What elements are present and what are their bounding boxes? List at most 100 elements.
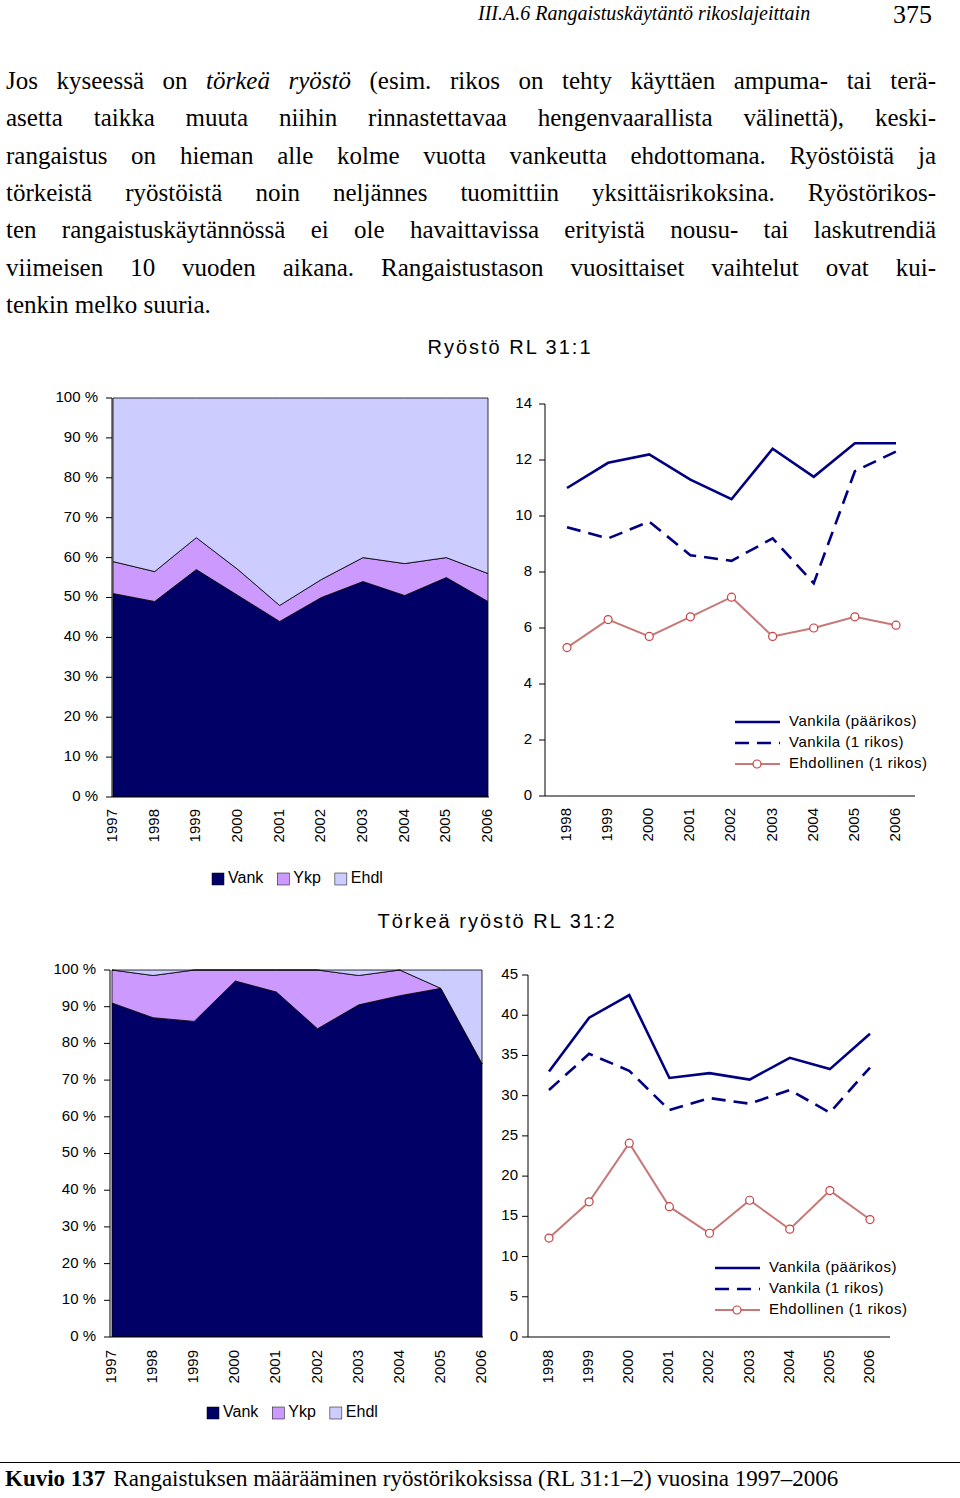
y-tick-label: 20 % [64, 707, 98, 724]
x-tick-label: 1998 [143, 1350, 160, 1383]
area [112, 970, 482, 1064]
x-tick-label: 1997 [103, 809, 120, 842]
marker [563, 644, 571, 652]
y-tick [539, 684, 545, 685]
text-segment: (esim. rikos on tehty käyttäen ampuma- t… [351, 67, 936, 94]
marker [892, 621, 900, 629]
y-tick [539, 404, 545, 405]
x-tick-label: 2000 [225, 1350, 242, 1383]
x-tick-label: 1999 [186, 809, 203, 842]
x-tick-label: 2001 [659, 1350, 676, 1383]
x-tick-label: 2000 [619, 1350, 636, 1383]
marker [545, 1234, 553, 1242]
legend-line [715, 1288, 760, 1291]
legend-label: Ehdollinen (1 rikos) [769, 1300, 907, 1317]
marker [625, 1139, 633, 1147]
x-tick-label: 2002 [699, 1350, 716, 1383]
y-tick [522, 1337, 528, 1338]
y-tick [522, 1216, 528, 1217]
y-tick-label: 30 % [64, 667, 98, 684]
x-axis [528, 1337, 890, 1338]
area [112, 981, 482, 1337]
marker [786, 1225, 794, 1233]
y-tick-label: 10 [501, 1247, 518, 1264]
y-tick-label: 100 % [55, 388, 98, 405]
x-tick-label: 2004 [390, 1350, 407, 1383]
x-tick-label: 2001 [266, 1350, 283, 1383]
y-tick-label: 100 % [53, 960, 96, 977]
y-tick-label: 50 % [62, 1143, 96, 1160]
marker [604, 616, 612, 624]
x-tick-label: 2004 [804, 808, 821, 841]
y-tick-label: 40 [501, 1005, 518, 1022]
x-tick-label: 2003 [763, 808, 780, 841]
legend-swatch [272, 1407, 284, 1419]
y-tick-label: 45 [501, 965, 518, 982]
legend-label: Ehdl [351, 869, 383, 886]
x-tick-label: 2006 [860, 1350, 877, 1383]
caption-label: Kuvio 137 [5, 1466, 105, 1491]
y-tick [539, 628, 545, 629]
y-tick [104, 1337, 110, 1338]
legend-label: Vank [228, 869, 264, 886]
y-tick [522, 1256, 528, 1257]
y-tick [522, 1296, 528, 1297]
x-tick-label: 2004 [395, 809, 412, 842]
plot-area [545, 995, 874, 1242]
y-tick [106, 757, 112, 758]
y-tick-label: 90 % [62, 997, 96, 1014]
y-tick [522, 1055, 528, 1056]
x-tick-label: 2006 [472, 1350, 489, 1383]
legend-line [715, 1267, 760, 1270]
chart: 0510152025303540451998199920002001200220… [501, 965, 907, 1383]
y-tick [104, 1043, 110, 1044]
text-line: törkeistä ryöstöistä noin neljännes tuom… [6, 178, 936, 208]
x-tick-label: 2003 [353, 809, 370, 842]
text-line: tenkin melko suuria. [6, 290, 936, 320]
text-segment: Jos kyseessä on [6, 67, 206, 94]
legend-label: Vankila (1 rikos) [789, 733, 904, 750]
chart: 0 %10 %20 %30 %40 %50 %60 %70 %80 %90 %1… [55, 336, 592, 886]
y-tick-label: 15 [501, 1206, 518, 1223]
line [549, 1054, 870, 1113]
y-tick [539, 796, 545, 797]
y-tick-label: 4 [524, 674, 532, 691]
y-tick [522, 1015, 528, 1016]
legend-swatch [330, 1407, 342, 1419]
y-tick-label: 60 % [64, 548, 98, 565]
legend-line [735, 742, 780, 745]
text-segment: viimeisen 10 vuoden aikana. Rangaistusta… [6, 254, 936, 281]
y-tick [106, 477, 112, 478]
y-tick [104, 1080, 110, 1081]
x-tick-label: 2003 [349, 1350, 366, 1383]
y-tick [522, 975, 528, 976]
text-line: ten rangaistuskäytännössä ei ole havaitt… [6, 215, 936, 245]
y-tick [104, 1153, 110, 1154]
x-tick-label: 2006 [478, 809, 495, 842]
x-axis [110, 1337, 483, 1338]
x-tick-label: 2005 [845, 808, 862, 841]
x-tick-label: 1999 [579, 1350, 596, 1383]
legend-swatch [277, 873, 289, 885]
y-axis [545, 404, 546, 796]
text-line: asetta taikka muuta niihin rinnastettava… [6, 103, 936, 133]
text-line: viimeisen 10 vuoden aikana. Rangaistusta… [6, 253, 936, 283]
marker [746, 1196, 754, 1204]
marker [686, 613, 694, 621]
text-segment: rangaistus on hieman alle kolme vuotta v… [6, 142, 936, 169]
y-tick-label: 10 [515, 506, 532, 523]
y-tick-label: 6 [524, 618, 532, 635]
legend-label: Ykp [293, 869, 321, 886]
x-tick-label: 2004 [780, 1350, 797, 1383]
y-tick [106, 437, 112, 438]
x-tick-label: 2001 [680, 808, 697, 841]
caption-text: Rangaistuksen määrääminen ryöstörikoksis… [113, 1466, 838, 1491]
x-axis [545, 796, 915, 797]
marker [706, 1229, 714, 1237]
legend-swatch [212, 873, 224, 885]
page-number: 375 [893, 0, 932, 30]
y-tick-label: 60 % [62, 1107, 96, 1124]
marker [665, 1203, 673, 1211]
y-tick-label: 70 % [64, 508, 98, 525]
text-segment: ten rangaistuskäytännössä ei ole havaitt… [6, 216, 936, 243]
